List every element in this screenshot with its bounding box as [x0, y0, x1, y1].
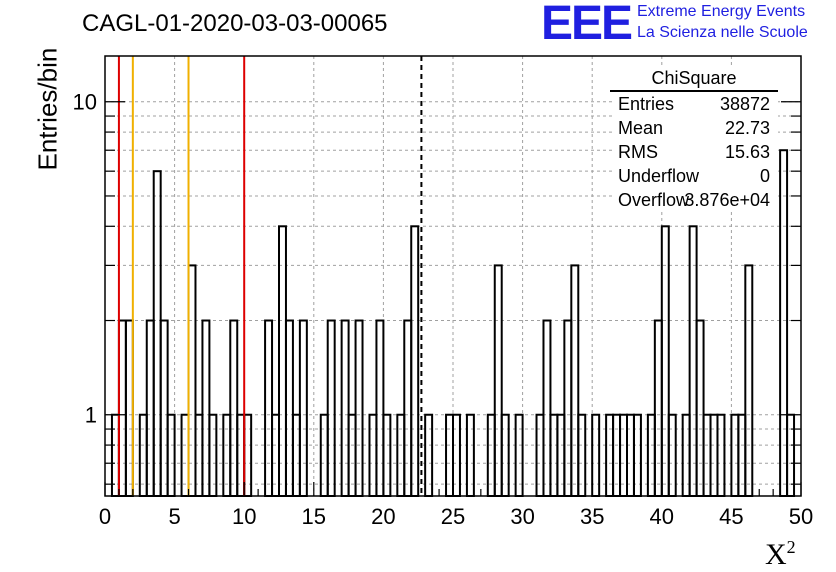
histogram-bin — [326, 319, 336, 497]
x-axis-label-sup: 2 — [786, 537, 796, 557]
x-tick-label: 15 — [302, 504, 326, 529]
y-axis-label: Entries/bin — [32, 47, 63, 171]
x-tick-label: 10 — [232, 504, 256, 529]
chart-title: CAGL-01-2020-03-03-00065 — [82, 10, 388, 37]
x-tick-label: 35 — [580, 504, 604, 529]
logo-line-1: Extreme Energy Events — [637, 3, 806, 20]
x-axis-label-base: X — [765, 538, 787, 571]
stats-box: ChiSquare Entries 38872 Mean 22.73 RMS 15.6… — [610, 66, 778, 212]
x-tick-label: 30 — [510, 504, 534, 529]
stats-value: 0 — [759, 166, 770, 186]
x-tick-label: 20 — [371, 504, 395, 529]
histogram-bin — [779, 149, 789, 498]
histogram-bin — [542, 319, 552, 497]
histogram-bin — [152, 170, 162, 497]
x-tick-label: 0 — [99, 504, 111, 529]
histogram-bin — [340, 319, 350, 497]
logo-line-2: La Scienza nelle Scuole — [637, 24, 808, 41]
histogram-bin — [278, 225, 287, 497]
x-tick-label: 5 — [168, 504, 180, 529]
histogram-bin — [660, 225, 670, 497]
x-tick-label: 45 — [719, 504, 743, 529]
histogram-bin — [284, 319, 294, 497]
stats-key: Entries — [618, 94, 675, 114]
stats-value: 38872 — [719, 94, 770, 114]
stats-row: Entries 38872 — [612, 92, 778, 116]
histogram-bin — [563, 319, 573, 497]
axes — [104, 55, 802, 497]
stats-title: ChiSquare — [610, 66, 778, 92]
marker-lines — [117, 56, 423, 496]
x-tick-label: 40 — [650, 504, 674, 529]
histogram-bin — [145, 319, 155, 497]
stats-row: Overflow 3.876e+04 — [612, 188, 778, 212]
stats-value: 3.876e+04 — [684, 190, 770, 210]
x-tick-label: 25 — [441, 504, 465, 529]
histogram-bin — [653, 319, 663, 497]
histogram-bin — [570, 264, 580, 497]
histogram-bin — [229, 319, 239, 497]
histogram-bin — [695, 319, 705, 497]
stats-value: 22.73 — [724, 118, 770, 138]
stats-value: 15.63 — [724, 142, 770, 162]
histogram-bin — [117, 319, 127, 497]
histogram-bin — [159, 319, 169, 497]
stats-row: Mean 22.73 — [612, 116, 778, 140]
histogram-bin — [264, 319, 274, 497]
histogram-bin — [201, 319, 211, 497]
eee-logo: EEE — [541, 0, 633, 50]
stats-row: Underflow 0 — [612, 164, 778, 188]
histogram-bin — [403, 319, 413, 497]
histogram-bin — [354, 319, 364, 497]
y-tick-label: 1 — [85, 403, 97, 428]
stats-row: RMS 15.63 — [612, 140, 778, 164]
tick-labels: 0 5 10 15 20 25 30 35 40 45 50 1 10 — [73, 90, 814, 529]
y-tick-label: 10 — [73, 90, 97, 115]
histogram-bin — [375, 319, 385, 497]
x-tick-label: 50 — [789, 504, 813, 529]
histogram-bin — [124, 319, 134, 497]
histogram-bin — [410, 225, 420, 497]
histogram-bin — [493, 264, 503, 497]
stats-key: RMS — [618, 142, 658, 162]
stats-key: Mean — [618, 118, 664, 138]
stats-key: Overflow — [618, 190, 690, 210]
histogram-bin — [688, 225, 698, 497]
stats-key: Underflow — [618, 166, 700, 186]
histogram-bin — [298, 319, 308, 497]
histogram-bin — [187, 264, 197, 497]
x-axis-label: X2 — [765, 537, 796, 572]
histogram-bin — [744, 264, 754, 497]
